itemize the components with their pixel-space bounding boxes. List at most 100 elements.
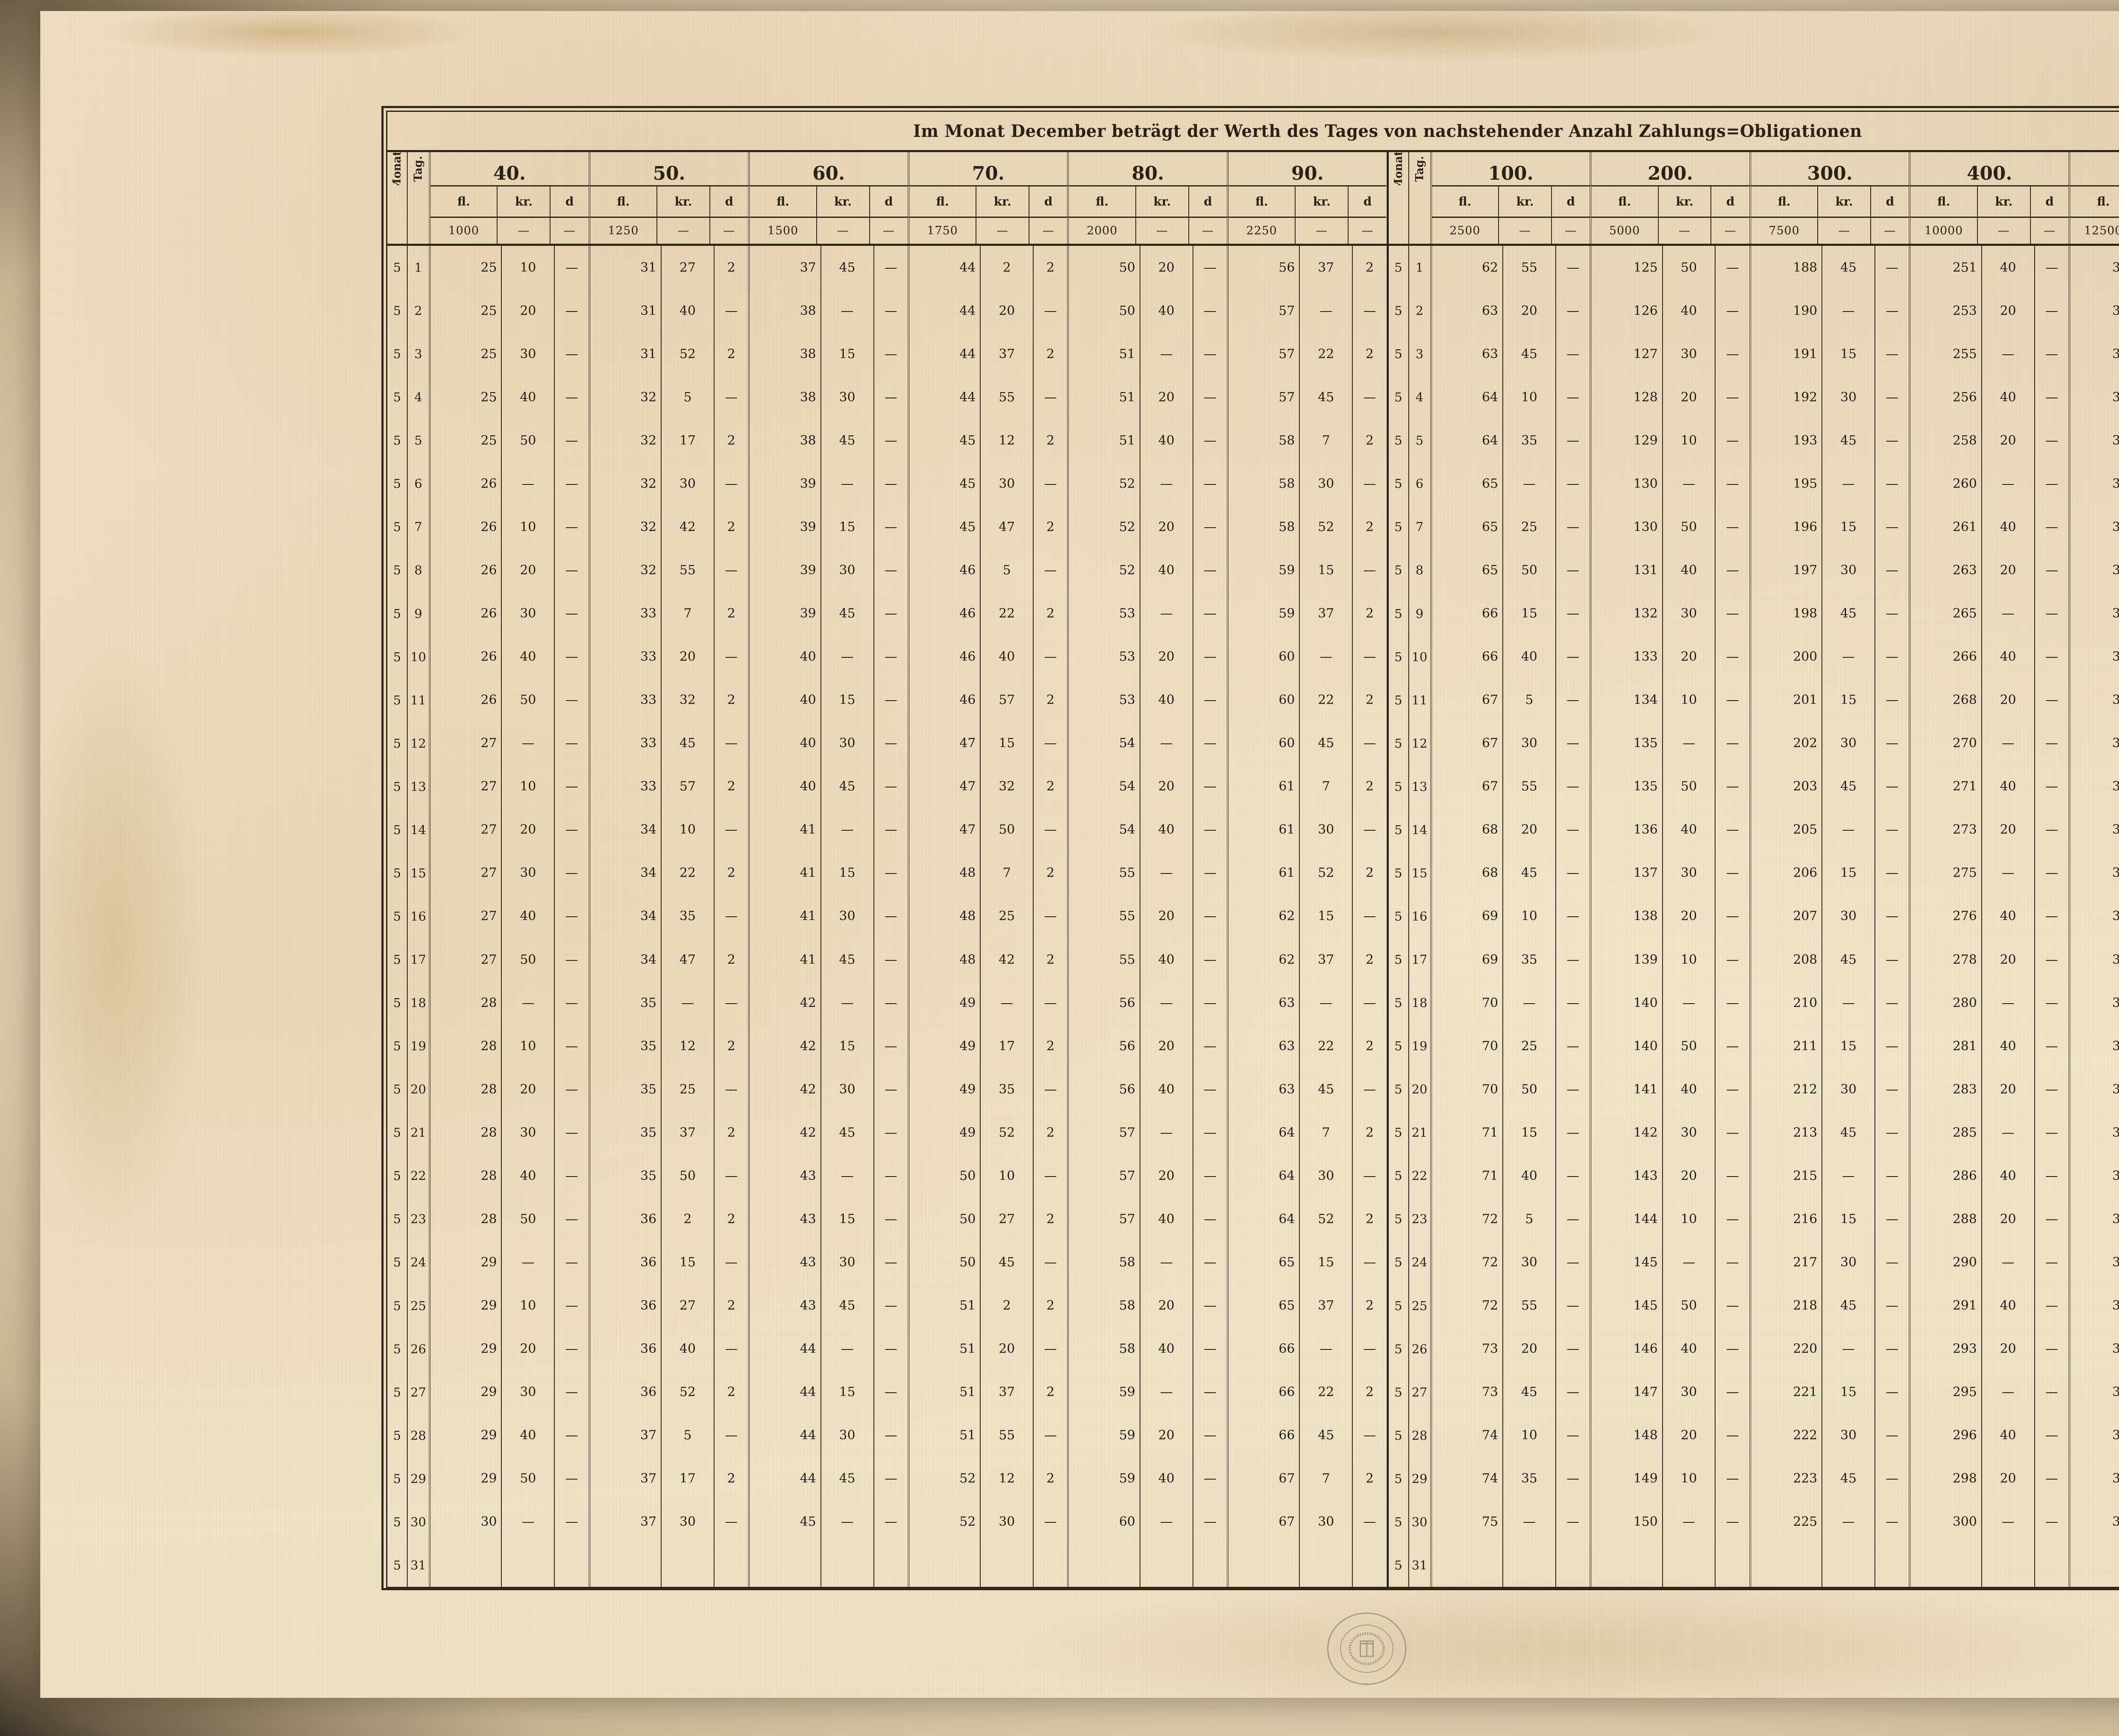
cell-d: — xyxy=(1363,736,1376,751)
cell-day: 30 xyxy=(1409,1500,1432,1544)
cell-group-3: 44 2 2 xyxy=(909,246,1069,289)
cell-day: 12 xyxy=(408,721,431,765)
table-row: 5 1 25 10—31 27 2 37 45—44 2 2 50 20—56 37 2 xyxy=(387,246,1387,289)
cell-fl: 285 xyxy=(1910,1111,1982,1155)
cell-kr: 15 xyxy=(1503,1111,1556,1155)
cell-group-2: 41 45— xyxy=(750,938,909,982)
cell-day: 12 xyxy=(1409,721,1432,765)
cell-fl: 28 xyxy=(431,1111,502,1155)
cell-d: — xyxy=(1726,562,1739,578)
cell-group-2: 218 45— xyxy=(1751,1284,1911,1327)
cell-kr: 30 xyxy=(1822,548,1876,592)
cell-day: 27 xyxy=(408,1370,431,1414)
cell-fl: 329 xyxy=(2070,548,2119,592)
cell-fl: 41 xyxy=(750,851,821,895)
cell-d: — xyxy=(1566,693,1580,708)
cell-group-3: 291 40— xyxy=(1910,1284,2070,1327)
cell-fl: 42 xyxy=(750,1111,821,1155)
cell-d: — xyxy=(1363,562,1376,578)
cell-kr: 40 xyxy=(1663,289,1716,333)
header-day-label: Tag. xyxy=(412,156,425,182)
cell-group-0: 26 10— xyxy=(431,505,590,549)
cell-d: 2 xyxy=(727,260,736,275)
cell-group-2: 43— — xyxy=(750,1154,909,1198)
cell-d: — xyxy=(565,389,578,405)
base-dash: — xyxy=(817,218,870,244)
cell-kr: — xyxy=(1982,1111,2035,1155)
cell-fl: 316 xyxy=(2070,289,2119,332)
cell-kr: — xyxy=(1300,289,1353,333)
cell-group-5: 61 30— xyxy=(1229,808,1387,851)
cell-kr: 55 xyxy=(662,548,715,592)
cell-fl: 366 xyxy=(2070,1327,2119,1371)
cell-fl: 322 xyxy=(2070,419,2119,462)
cell-kr: — xyxy=(1503,1500,1556,1544)
cell-kr: 20 xyxy=(1982,1457,2035,1500)
base-left-4: 2000— — xyxy=(1069,217,1229,244)
cell-d: — xyxy=(1204,303,1217,318)
cell-kr: 40 xyxy=(1503,1154,1556,1198)
cell-group-4: 34755— xyxy=(2070,938,2119,981)
cell-kr: 20 xyxy=(502,1327,555,1371)
cell-fl: 26 xyxy=(431,548,502,592)
cell-group-1: 36 2 2 xyxy=(590,1197,750,1241)
cell-d: — xyxy=(1566,1471,1580,1486)
cell-group-0: 65 50— xyxy=(1432,548,1592,592)
cell-group-0: 27— — xyxy=(431,721,590,765)
cell-day: 17 xyxy=(408,938,431,982)
cell-fl: 261 xyxy=(1910,505,1982,549)
cell-d: — xyxy=(2045,1385,2058,1400)
cell-kr: 15 xyxy=(981,721,1034,765)
cell-d: — xyxy=(1885,693,1899,708)
cell-month: 5 xyxy=(387,548,408,592)
cell-fl: 73 xyxy=(1432,1370,1503,1414)
cell-group-0: 28 20— xyxy=(431,1068,590,1111)
cell-d: — xyxy=(2045,1298,2058,1313)
cell-fl: 46 xyxy=(909,548,981,592)
cell-fl: 40 xyxy=(750,635,821,679)
cell-d: 2 xyxy=(1365,779,1374,794)
cell-fl: 28 xyxy=(431,981,502,1025)
cell-group-5: 57 22 2 xyxy=(1229,332,1387,376)
cell-kr: 10 xyxy=(502,765,555,808)
cell-fl: 61 xyxy=(1229,851,1300,895)
cell-group-1: 32 17 2 xyxy=(590,419,750,462)
cell-group-3: 273 20— xyxy=(1910,808,2070,851)
cell-kr: 20 xyxy=(1140,1154,1193,1198)
cell-kr: — xyxy=(1982,1241,2035,1284)
svg-text:★: ★ xyxy=(1365,1682,1368,1686)
cell-d: — xyxy=(884,1298,898,1313)
cell-kr: 40 xyxy=(502,894,555,938)
units-left-2: fl. kr. d xyxy=(750,185,909,217)
cell-group-2: 206 15— xyxy=(1751,851,1911,895)
cell-d: — xyxy=(1204,1255,1217,1270)
cell-fl: 133 xyxy=(1591,635,1663,679)
cell-kr: 10 xyxy=(502,246,555,289)
cell-group-0: 65 25— xyxy=(1432,505,1592,549)
cell-kr: 52 xyxy=(662,1370,715,1414)
cell-kr: 20 xyxy=(1982,419,2035,462)
cell-month: 5 xyxy=(1389,1457,1409,1500)
cell-kr: 40 xyxy=(1982,1413,2035,1457)
cell-fl: 52 xyxy=(909,1500,981,1544)
units-left-3: fl. kr. d xyxy=(909,185,1069,217)
unit-fl: fl. xyxy=(1069,186,1136,217)
cell-d: 2 xyxy=(1046,1385,1055,1400)
cell-kr: 35 xyxy=(981,1068,1034,1111)
cell-d xyxy=(1556,1544,1590,1587)
cell-group-2: 39 30— xyxy=(750,548,909,592)
cell-group-0: 63 45— xyxy=(1432,332,1592,376)
cell-fl xyxy=(1910,1543,1982,1587)
cell-day: 16 xyxy=(1409,894,1432,938)
cell-d: — xyxy=(565,909,578,924)
cell-group-2: 198 45— xyxy=(1751,592,1911,635)
cell-fl: 28 xyxy=(431,1024,502,1068)
cell-d xyxy=(555,1544,588,1587)
cell-group-0: 71 15— xyxy=(1432,1111,1592,1155)
cell-group-3: 295— — xyxy=(1910,1370,2070,1414)
cell-d: — xyxy=(1204,1168,1217,1183)
cell-kr: — xyxy=(1140,1370,1193,1414)
cell-d: — xyxy=(2045,1514,2058,1530)
cell-kr: 37 xyxy=(662,1111,715,1155)
cell-d: — xyxy=(2045,736,2058,751)
